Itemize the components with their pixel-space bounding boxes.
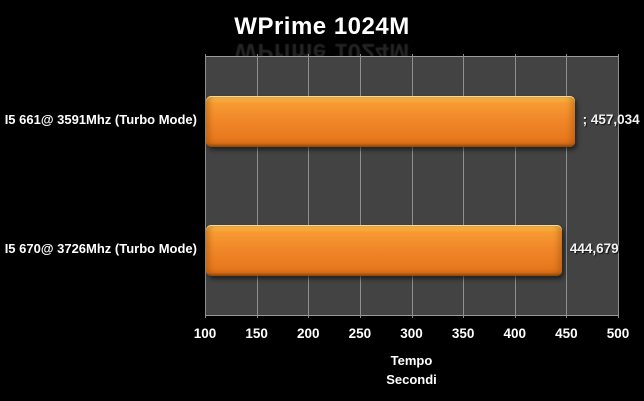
x-tick-label: 500 xyxy=(606,326,630,341)
x-tick-label: 100 xyxy=(193,326,217,341)
gridline xyxy=(256,54,258,318)
gridline xyxy=(308,54,310,318)
x-axis-title-line2: Secondi xyxy=(386,372,437,387)
bar-value-label: 444,679 xyxy=(569,240,619,256)
category-label: I5 661@ 3591Mhz (Turbo Mode) xyxy=(4,111,197,127)
gridline xyxy=(618,54,619,318)
plot-area xyxy=(205,54,619,318)
category-label: I5 670@ 3726Mhz (Turbo Mode) xyxy=(4,240,197,256)
x-tick-label: 450 xyxy=(555,326,578,341)
x-tick-label: 250 xyxy=(348,326,372,341)
bar xyxy=(206,225,562,276)
x-tick-label: 400 xyxy=(503,326,527,341)
x-tick-label: 350 xyxy=(451,326,475,341)
x-tick-label: 150 xyxy=(245,326,268,341)
x-tick-label: 200 xyxy=(297,326,320,341)
x-axis-title: Tempo Secondi xyxy=(205,351,618,389)
gridline xyxy=(359,54,361,318)
gridline xyxy=(411,54,413,318)
x-axis-title-line1: Tempo xyxy=(390,353,433,368)
x-tick-label: 300 xyxy=(400,326,423,341)
gridline xyxy=(205,54,206,318)
chart-title: WPrime 1024M xyxy=(234,13,410,40)
bar-value-label: ; 457,034 xyxy=(582,111,640,127)
gridline xyxy=(514,54,516,318)
gridline xyxy=(463,54,465,318)
gridline xyxy=(566,54,568,318)
bar xyxy=(206,96,575,147)
